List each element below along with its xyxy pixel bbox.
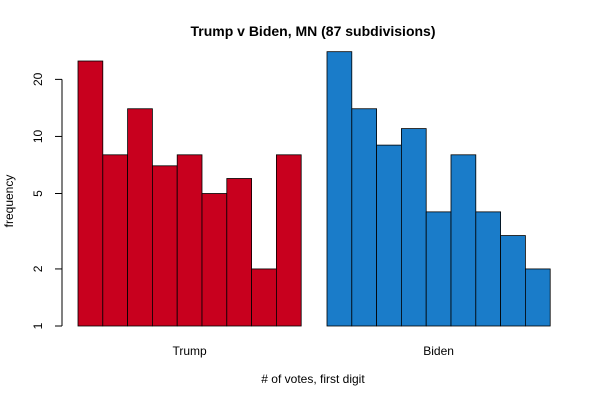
bar-biden-8 bbox=[500, 235, 526, 327]
group-label-biden: Biden bbox=[423, 344, 454, 358]
group-label-trump: Trump bbox=[172, 344, 207, 358]
bar-biden-4 bbox=[400, 128, 427, 327]
bar-biden-6 bbox=[450, 154, 477, 327]
bar-biden-2 bbox=[351, 108, 377, 327]
bars bbox=[77, 51, 551, 327]
bar-trump-1 bbox=[77, 60, 104, 327]
chart-title: Trump v Biden, MN (87 subdivisions) bbox=[190, 23, 435, 39]
group-labels: Trump Biden bbox=[172, 344, 453, 358]
bar-biden-9 bbox=[525, 268, 551, 327]
bar-biden-5 bbox=[425, 211, 452, 327]
bar-biden-1 bbox=[326, 51, 353, 327]
y-tick-label: 1 bbox=[31, 322, 45, 329]
y-axis: 1 2 5 10 20 bbox=[31, 72, 63, 329]
bar-trump-6 bbox=[201, 193, 228, 327]
y-axis-label: frequency bbox=[2, 175, 16, 228]
y-tick-label: 2 bbox=[31, 265, 45, 272]
x-axis-label: # of votes, first digit bbox=[261, 372, 365, 386]
bar-trump-4 bbox=[151, 165, 178, 327]
bar-trump-2 bbox=[102, 154, 129, 327]
y-tick-label: 10 bbox=[31, 129, 45, 143]
bar-biden-3 bbox=[376, 144, 402, 327]
bar-trump-7 bbox=[226, 178, 253, 327]
bar-trump-8 bbox=[251, 268, 277, 327]
bar-trump-9 bbox=[275, 154, 302, 327]
y-tick-label: 5 bbox=[31, 190, 45, 197]
y-tick-label: 20 bbox=[31, 72, 45, 86]
bar-biden-7 bbox=[475, 211, 501, 327]
bar-trump-5 bbox=[176, 154, 203, 327]
bar-trump-3 bbox=[127, 108, 153, 327]
